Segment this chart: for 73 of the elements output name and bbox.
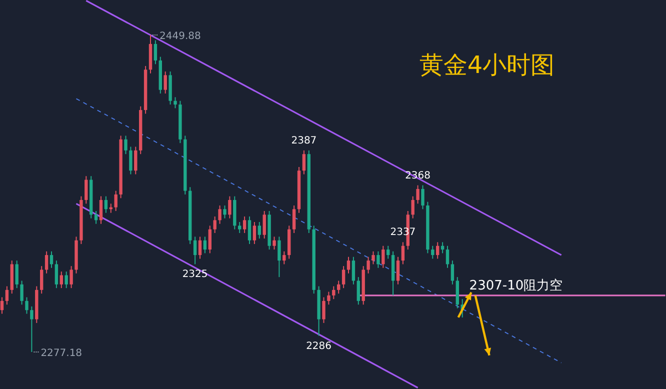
candlestick	[446, 245, 450, 268]
candlestick	[64, 271, 68, 289]
annotation: 2277.18	[40, 348, 82, 359]
candlestick	[258, 222, 261, 240]
candlestick	[114, 190, 118, 212]
candlestick	[198, 236, 202, 260]
annotation: 2325	[182, 269, 208, 280]
candlestick	[94, 210, 98, 224]
candlestick	[50, 250, 54, 268]
candlestick	[302, 150, 306, 175]
candlestick	[228, 196, 232, 219]
candlestick	[272, 236, 276, 250]
candlestick	[332, 286, 336, 300]
candlestick	[396, 256, 400, 285]
candlestick	[352, 256, 356, 285]
candlestick	[208, 225, 212, 254]
candlestick	[213, 216, 216, 234]
candlestick	[346, 256, 350, 274]
candlestick	[248, 216, 252, 245]
candlestick	[20, 280, 24, 306]
candlestick	[342, 266, 346, 289]
candlestick	[278, 236, 281, 278]
candlestick	[54, 260, 58, 289]
candlestick	[124, 135, 128, 155]
candlestick	[262, 210, 266, 240]
annotation: 2449.88	[160, 31, 201, 42]
candlestick	[411, 196, 414, 219]
candlestick	[327, 291, 330, 306]
candlestick	[382, 245, 385, 268]
candlestick	[223, 204, 226, 219]
candlestick	[30, 306, 34, 352]
candlestick	[99, 196, 103, 224]
candlestick	[193, 236, 197, 265]
candlestick	[421, 184, 424, 210]
candlestick	[174, 96, 177, 109]
candlestick	[70, 266, 73, 289]
annotation: 2307-10阻力空	[469, 278, 563, 294]
candlestick	[238, 222, 242, 234]
candlestick	[44, 250, 48, 274]
candlestick	[218, 204, 222, 224]
candlestick	[252, 222, 256, 245]
candlestick	[376, 250, 380, 268]
candlestick	[242, 216, 246, 234]
candlestick	[134, 146, 138, 175]
candlestick	[401, 242, 405, 265]
candlestick	[431, 245, 434, 260]
candlestick	[104, 196, 108, 214]
candlestick	[0, 296, 4, 314]
candlestick	[282, 250, 286, 265]
candlestick	[337, 280, 340, 294]
candlestick	[456, 276, 459, 309]
annotation: 2286	[306, 340, 332, 352]
candlestick	[60, 271, 63, 289]
candlestick	[366, 256, 370, 274]
annotation: 2387	[291, 135, 317, 146]
candlestick	[372, 250, 375, 265]
candlestick	[84, 176, 88, 204]
candlestick	[292, 204, 296, 234]
candlestick	[15, 260, 18, 289]
candlestick	[25, 296, 28, 314]
candlestick	[436, 242, 440, 260]
candlestick	[164, 70, 167, 94]
candlestick	[203, 236, 207, 254]
candlestick	[386, 245, 390, 260]
text: 黄金4小时图	[419, 51, 555, 79]
candlestick	[40, 266, 44, 294]
candlestick	[322, 296, 326, 324]
candlestick	[416, 184, 420, 204]
candlestick	[450, 260, 454, 285]
candlestick	[356, 276, 360, 306]
candlestick	[5, 286, 9, 306]
candlestick	[129, 146, 132, 175]
candlestick	[154, 40, 158, 65]
